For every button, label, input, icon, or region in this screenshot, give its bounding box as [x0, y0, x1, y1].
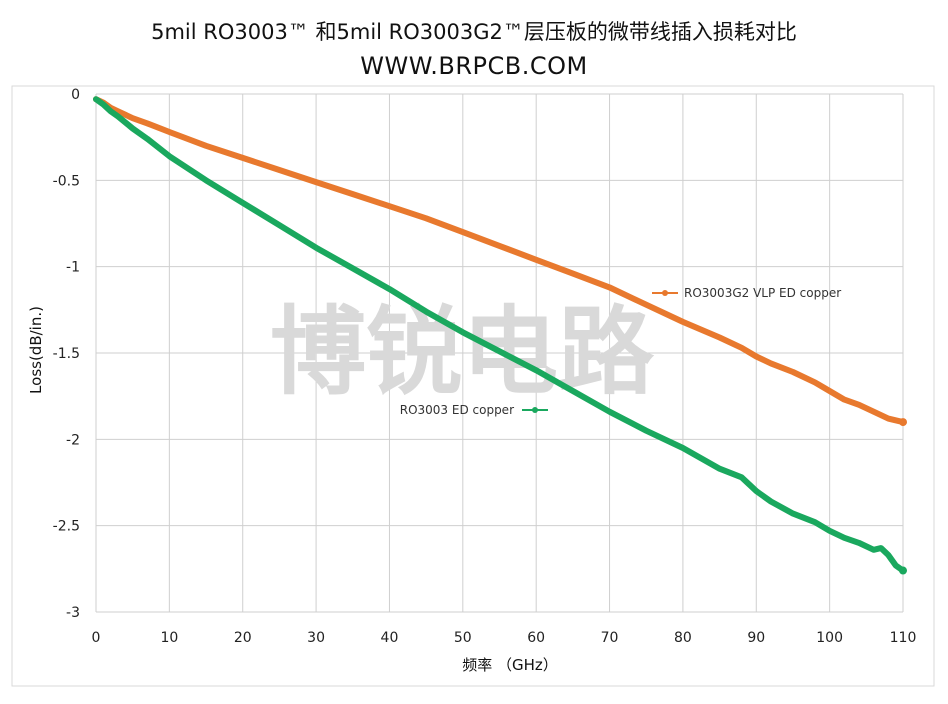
legend-label: RO3003G2 VLP ED copper: [684, 286, 841, 300]
y-tick-label: -2: [66, 432, 80, 448]
x-tick-label: 70: [601, 630, 619, 646]
x-tick-label: 110: [890, 630, 917, 646]
x-tick-label: 60: [527, 630, 545, 646]
x-axis-label: 频率 （GHz）: [462, 656, 558, 674]
tick-labels: 0 -0.5 -1 -1.5 -2 -2.5 -3 0 10 20 30 40 50 60 70 80 90 10…: [53, 87, 917, 646]
y-tick-label: -0.5: [53, 173, 80, 189]
legend-marker: [532, 407, 538, 413]
legend: RO3003G2 VLP ED copper RO3003 ED copper: [400, 286, 841, 417]
x-tick-label: 20: [234, 630, 252, 646]
x-tick-label: 10: [160, 630, 178, 646]
series-endpoint: [899, 418, 907, 427]
watermark-text: 博锐电路: [270, 296, 655, 408]
x-tick-label: 50: [454, 630, 472, 646]
y-tick-label: 0: [71, 87, 80, 103]
x-tick-label: 80: [674, 630, 692, 646]
y-tick-label: -2.5: [53, 519, 80, 535]
x-tick-label: 90: [747, 630, 765, 646]
y-axis-label: Loss(dB/in.): [27, 306, 45, 394]
legend-marker: [662, 290, 668, 296]
y-tick-label: -1: [66, 260, 80, 276]
series-endpoint: [899, 566, 907, 575]
x-tick-label: 100: [816, 630, 843, 646]
x-tick-label: 40: [381, 630, 399, 646]
data-series: [93, 96, 907, 575]
chart-title: 5mil RO3003™ 和5mil RO3003G2™层压板的微带线插入损耗对…: [151, 20, 797, 44]
x-tick-label: 0: [92, 630, 101, 646]
y-tick-label: -1.5: [53, 346, 80, 362]
x-tick-label: 30: [307, 630, 325, 646]
chart-frame: [11, 85, 935, 687]
y-tick-label: -3: [66, 605, 80, 621]
series-line-0: [93, 96, 906, 426]
legend-label: RO3003 ED copper: [400, 403, 514, 417]
chart-subtitle: WWW.BRPCB.COM: [360, 52, 588, 80]
series-line-1: [93, 96, 906, 574]
